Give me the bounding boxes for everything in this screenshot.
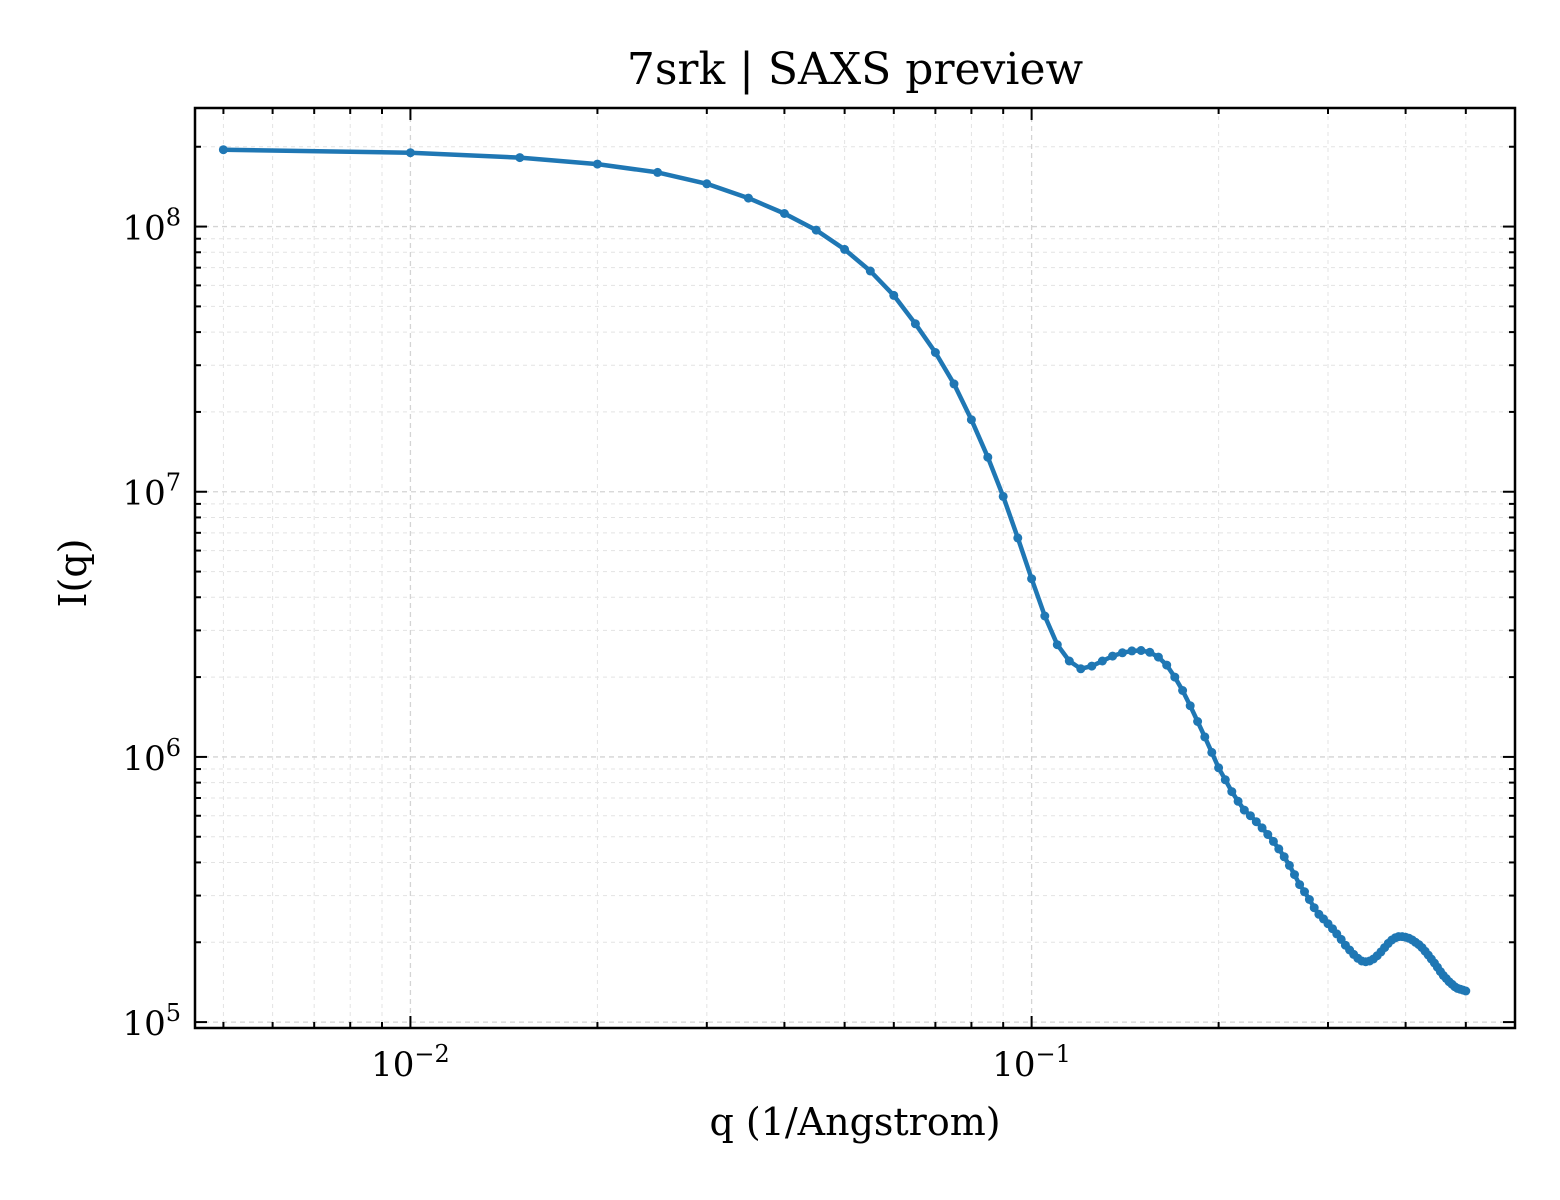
plot-frame: [193, 106, 1517, 1030]
data-point: [966, 415, 976, 425]
data-point: [1251, 817, 1261, 827]
series-line: [221, 147, 1469, 994]
data-point: [889, 290, 899, 300]
data-point: [983, 452, 993, 462]
data-point: [1087, 661, 1097, 671]
data-point: [1027, 574, 1037, 584]
data-point: [1052, 640, 1062, 650]
y-tick-label: 107: [122, 469, 181, 514]
x-tick-labels: 10−2 10−1: [371, 1040, 1071, 1085]
data-point: [218, 145, 228, 155]
y-tick-labels: 105 106 107 108: [122, 204, 181, 1045]
data-point: [515, 153, 525, 163]
data-point: [1108, 651, 1118, 661]
data-point: [1290, 870, 1299, 880]
series-group: [218, 145, 1471, 996]
y-tick-label: 108: [122, 204, 181, 249]
data-point: [930, 348, 940, 357]
data-point: [949, 379, 959, 389]
data-point: [653, 167, 663, 177]
x-axis-label: q (1/Angstrom): [709, 1100, 1000, 1144]
data-point: [1309, 903, 1319, 913]
data-point: [811, 225, 821, 235]
data-point: [779, 209, 789, 218]
data-point: [1127, 646, 1137, 656]
data-point: [1461, 986, 1471, 996]
data-point: [1193, 717, 1203, 726]
data-point: [1097, 656, 1107, 666]
data-point: [1200, 732, 1210, 742]
series-points: [218, 145, 1471, 996]
data-point: [1117, 648, 1127, 658]
grid-lines: [195, 108, 1515, 1028]
axis-ticks: [195, 108, 1515, 1028]
data-point: [1304, 895, 1314, 904]
data-point: [1274, 844, 1284, 854]
data-point: [910, 319, 920, 329]
data-point: [1145, 647, 1155, 657]
data-point: [1257, 823, 1267, 833]
data-point: [1013, 533, 1023, 543]
data-point: [1284, 860, 1294, 870]
data-point: [1040, 611, 1050, 621]
y-tick-label: 106: [122, 734, 181, 779]
data-point: [743, 193, 753, 203]
data-point: [1245, 811, 1255, 821]
data-point: [1064, 656, 1074, 666]
y-axis-label: I(q): [51, 539, 95, 608]
data-point: [1233, 796, 1243, 806]
data-point: [1295, 880, 1305, 890]
data-point: [592, 159, 602, 169]
data-point: [1300, 887, 1309, 897]
data-point: [1153, 652, 1163, 662]
data-point: [1185, 701, 1195, 711]
data-point: [865, 266, 875, 276]
data-point: [1279, 852, 1289, 862]
y-tick-label: 105: [122, 999, 181, 1044]
data-point: [1170, 672, 1180, 682]
data-point: [1268, 836, 1278, 846]
data-point: [840, 244, 850, 254]
data-point: [998, 491, 1008, 501]
data-point: [1178, 686, 1188, 695]
data-point: [702, 179, 712, 189]
x-tick-label: 10−1: [992, 1040, 1071, 1085]
data-point: [1076, 664, 1086, 674]
data-point: [1220, 775, 1230, 785]
data-point: [1239, 805, 1249, 815]
data-point: [1207, 747, 1217, 757]
data-point: [1227, 787, 1237, 797]
data-point: [405, 148, 415, 158]
data-point: [1263, 830, 1273, 839]
x-tick-label: 10−2: [371, 1040, 450, 1085]
data-point: [1162, 660, 1172, 670]
data-point: [1136, 646, 1146, 655]
data-point: [1214, 763, 1224, 773]
chart-title: 7srk | SAXS preview: [627, 44, 1084, 95]
